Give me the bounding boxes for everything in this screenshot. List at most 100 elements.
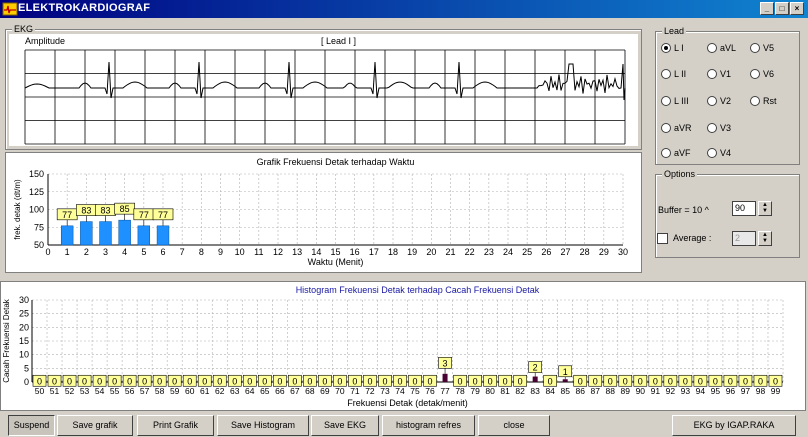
data-label-box — [573, 374, 588, 387]
data-label: 0 — [322, 376, 327, 386]
y-tick-label: 100 — [29, 205, 44, 215]
data-label-box — [423, 374, 437, 387]
data-label: 0 — [473, 376, 478, 386]
x-tick-label: 63 — [230, 386, 240, 396]
x-tick-label: 24 — [503, 247, 513, 257]
radio-icon[interactable] — [661, 123, 671, 133]
radio-icon[interactable] — [707, 43, 717, 53]
data-label-box — [543, 374, 557, 387]
ekg-waveform — [24, 61, 626, 101]
lead-option-avr[interactable]: aVR — [661, 123, 692, 133]
lead-option-avf[interactable]: aVF — [661, 148, 691, 158]
lead-frame: Lead — [655, 26, 800, 165]
save-ekg-button[interactable]: Save EKG — [311, 415, 379, 436]
average-checkbox[interactable] — [657, 233, 668, 244]
histogram-refresh-button[interactable]: histogram refres — [382, 415, 475, 436]
x-tick-label: 97 — [741, 386, 751, 396]
buffer-stepper[interactable]: ▲ ▼ — [758, 201, 772, 216]
lead-option-li[interactable]: L I — [661, 43, 684, 53]
data-label-box — [227, 374, 242, 387]
save-grafik-button[interactable]: Save grafik — [57, 415, 133, 436]
x-tick-label: 84 — [545, 386, 555, 396]
data-label-box — [663, 374, 678, 387]
lead-option-v4[interactable]: V4 — [707, 148, 731, 158]
lead-option-v3[interactable]: V3 — [707, 123, 731, 133]
x-tick-label: 71 — [350, 386, 360, 396]
close-button[interactable]: close — [478, 415, 550, 436]
data-label-box — [333, 374, 347, 387]
maximize-icon[interactable]: □ — [775, 2, 789, 15]
data-label-box — [723, 374, 738, 387]
x-tick-label: 95 — [711, 386, 721, 396]
data-label: 0 — [458, 376, 463, 386]
radio-icon[interactable] — [750, 43, 760, 53]
radio-icon[interactable] — [661, 43, 671, 53]
data-label: 0 — [262, 376, 267, 386]
x-tick-label: 15 — [330, 247, 340, 257]
x-tick-label: 64 — [245, 386, 255, 396]
average-input[interactable]: 2 — [732, 231, 756, 246]
data-label: 0 — [428, 376, 433, 386]
average-label: Average : — [673, 233, 712, 243]
data-label-box — [152, 374, 167, 387]
data-label: 0 — [668, 376, 673, 386]
credit-button[interactable]: EKG by IGAP.RAKA — [672, 415, 796, 436]
radio-icon[interactable] — [750, 69, 760, 79]
data-label-box — [363, 374, 377, 387]
radio-icon[interactable] — [661, 69, 671, 79]
data-label: 0 — [382, 376, 387, 386]
radio-icon[interactable] — [661, 96, 671, 106]
x-tick-label: 96 — [726, 386, 736, 396]
data-label: 0 — [352, 376, 357, 386]
radio-icon[interactable] — [707, 123, 717, 133]
data-label: 0 — [127, 376, 132, 386]
data-label: 0 — [232, 376, 237, 386]
x-tick-label: 65 — [260, 386, 270, 396]
data-label: 0 — [638, 376, 643, 386]
minimize-icon[interactable]: _ — [760, 2, 774, 15]
data-label-box — [318, 374, 332, 387]
radio-icon[interactable] — [707, 96, 717, 106]
y-tick-label: 30 — [19, 295, 29, 305]
lead-option-v5[interactable]: V5 — [750, 43, 774, 53]
buffer-input[interactable]: 90 — [732, 201, 756, 216]
data-label-box — [633, 374, 648, 387]
data-label-box — [77, 374, 92, 387]
x-tick-label: 89 — [621, 386, 631, 396]
x-tick-label: 93 — [681, 386, 691, 396]
x-axis-label: Waktu (Menit) — [308, 257, 364, 267]
lead-option-v1[interactable]: V1 — [707, 69, 731, 79]
x-tick-label: 80 — [485, 386, 495, 396]
histogram-bar — [442, 373, 448, 382]
average-stepper[interactable]: ▲ ▼ — [758, 231, 772, 246]
print-grafik-button[interactable]: Print Grafik — [137, 415, 214, 436]
x-tick-label: 77 — [440, 386, 450, 396]
radio-icon[interactable] — [707, 69, 717, 79]
suspend-button[interactable]: Suspend — [8, 415, 55, 436]
lead-option-lii[interactable]: L II — [661, 69, 686, 79]
data-label-box — [513, 374, 527, 387]
lead-option-v2[interactable]: V2 — [707, 96, 731, 106]
x-tick-label: 20 — [426, 247, 436, 257]
y-tick-label: 150 — [29, 169, 44, 179]
lead-option-label: L II — [674, 69, 687, 79]
app-icon — [2, 2, 18, 16]
radio-icon[interactable] — [750, 96, 760, 106]
data-label: 0 — [728, 376, 733, 386]
save-histogram-button[interactable]: Save Histogram — [217, 415, 309, 436]
lead-option-liii[interactable]: L III — [661, 96, 689, 106]
close-icon[interactable]: × — [790, 2, 804, 15]
x-tick-label: 99 — [771, 386, 781, 396]
lead-option-v6[interactable]: V6 — [750, 69, 774, 79]
data-label: 77 — [62, 210, 72, 220]
data-label: 0 — [112, 376, 117, 386]
data-label-box — [197, 374, 212, 387]
lead-option-rst[interactable]: Rst — [750, 96, 777, 106]
radio-icon[interactable] — [707, 148, 717, 158]
lead-option-avl[interactable]: aVL — [707, 43, 736, 53]
window-title: ELEKTROKARDIOGRAF — [18, 2, 151, 14]
x-tick-label: 53 — [80, 386, 90, 396]
x-tick-label: 66 — [275, 386, 285, 396]
histogram-bar — [532, 376, 538, 382]
radio-icon[interactable] — [661, 148, 671, 158]
